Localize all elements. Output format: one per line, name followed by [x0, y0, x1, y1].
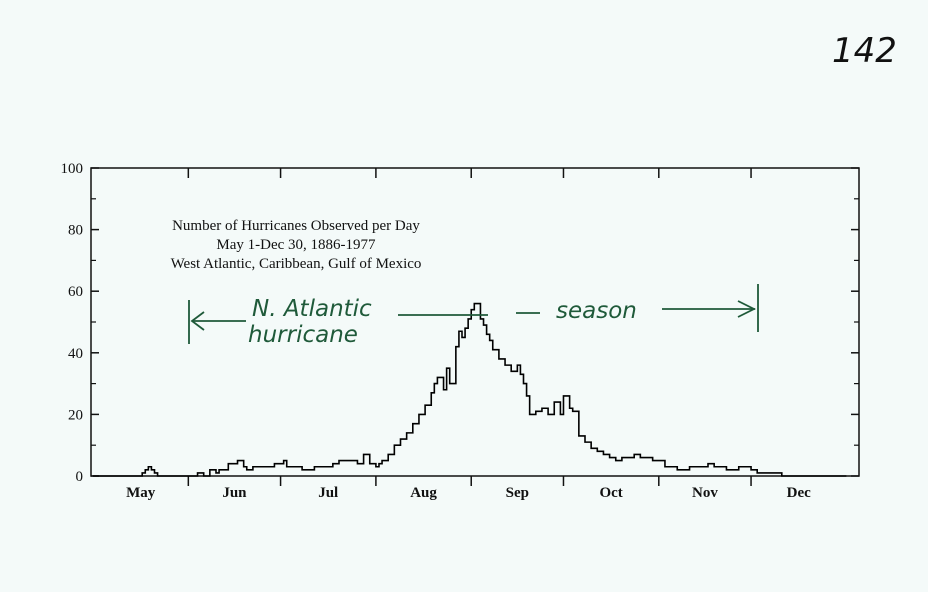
chart-title-line-2: May 1-Dec 30, 1886-1977 [216, 237, 376, 253]
x-tick-label: Dec [787, 485, 811, 501]
x-tick-label: Jul [318, 485, 338, 501]
x-axis: May Jun Jul Aug Sep Oct Nov Dec [126, 168, 811, 501]
x-tick-label: Jun [222, 485, 247, 501]
page-number: 142 [832, 31, 897, 71]
y-tick-label: 0 [76, 469, 84, 485]
annotation-line-1: N. Atlantic [252, 296, 372, 322]
chart-title-line-3: West Atlantic, Caribbean, Gulf of Mexico [171, 256, 422, 272]
y-axis: 0 20 40 60 80 100 [61, 161, 859, 485]
annotation-line-2: hurricane [248, 322, 358, 348]
x-tick-label: Aug [410, 485, 437, 501]
handwritten-annotation [188, 284, 759, 344]
series-layer [93, 302, 847, 477]
series-line-0 [93, 302, 847, 477]
x-tick-label: Sep [506, 485, 529, 501]
y-tick-label: 80 [68, 223, 83, 239]
y-tick-label: 60 [68, 284, 83, 300]
chart-title-line-1: Number of Hurricanes Observed per Day [172, 218, 420, 234]
y-tick-label: 40 [68, 346, 83, 362]
annotation-season: season [556, 298, 637, 324]
right-arrowhead [737, 300, 757, 318]
x-tick-label: May [126, 485, 156, 501]
left-arrowhead [190, 311, 205, 331]
x-tick-label: Oct [599, 485, 622, 501]
y-tick-label: 100 [61, 161, 84, 177]
y-tick-label: 20 [68, 407, 83, 423]
plot-frame [90, 167, 860, 477]
x-tick-label: Nov [692, 485, 718, 501]
